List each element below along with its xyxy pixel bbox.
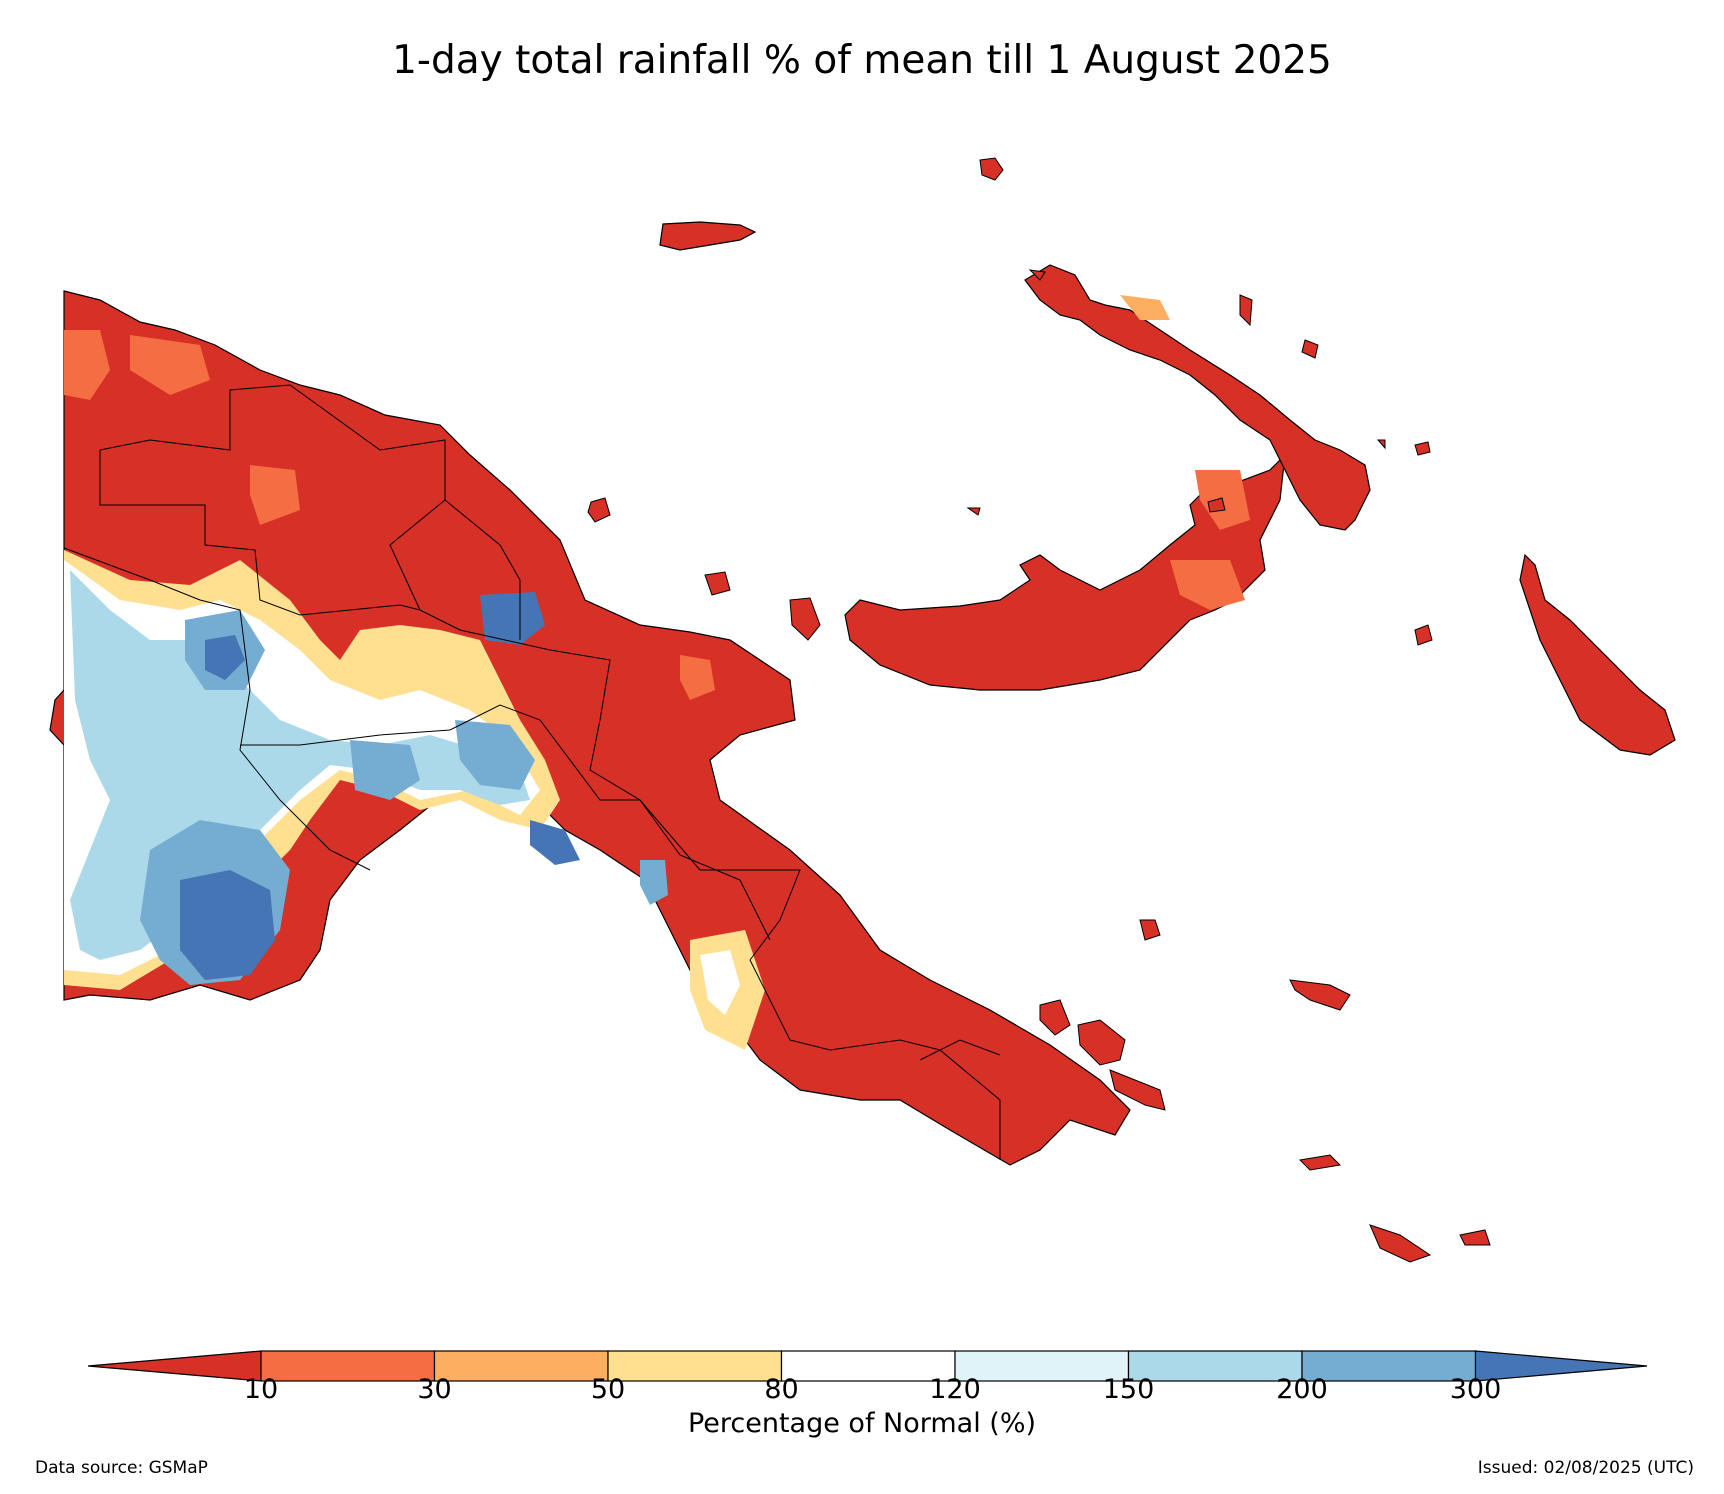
colorbar-segment (607, 1350, 783, 1382)
colorbar-segment (260, 1350, 436, 1382)
mainland-new-guinea (49, 290, 1131, 1166)
new-ireland-island (1024, 264, 1371, 531)
map-title: 1-day total rainfall % of mean till 1 Au… (392, 38, 1332, 83)
issued-date: Issued: 02/08/2025 (UTC) (1477, 1458, 1694, 1478)
colorbar-label: Percentage of Normal (%) (687, 1408, 1037, 1439)
colorbar-tick-label: 50 (590, 1374, 626, 1405)
colorbar-segment (433, 1350, 609, 1382)
colorbar (87, 1350, 1648, 1382)
colorbar-extend-high (1474, 1350, 1648, 1382)
colorbar-segment (954, 1350, 1130, 1382)
colorbar-tick-label: 30 (417, 1374, 452, 1405)
colorbar-tick-label: 300 (1449, 1374, 1502, 1405)
colorbar-extend-low (87, 1350, 262, 1382)
colorbar-tick-label: 150 (1102, 1374, 1155, 1405)
small-islands (587, 157, 1491, 1263)
manus-island (659, 221, 757, 251)
bougainville-island (1519, 553, 1676, 756)
colorbar-tick-label: 120 (929, 1374, 981, 1405)
colorbar-tick-label: 200 (1276, 1374, 1328, 1405)
colorbar-tick-label: 80 (764, 1374, 799, 1405)
colorbar-segment (780, 1350, 956, 1382)
colorbar-tick-label: 10 (243, 1374, 279, 1405)
new-britain-island (844, 453, 1286, 691)
colorbar-segment (1127, 1350, 1303, 1382)
data-source: Data source: GSMaP (35, 1458, 208, 1478)
